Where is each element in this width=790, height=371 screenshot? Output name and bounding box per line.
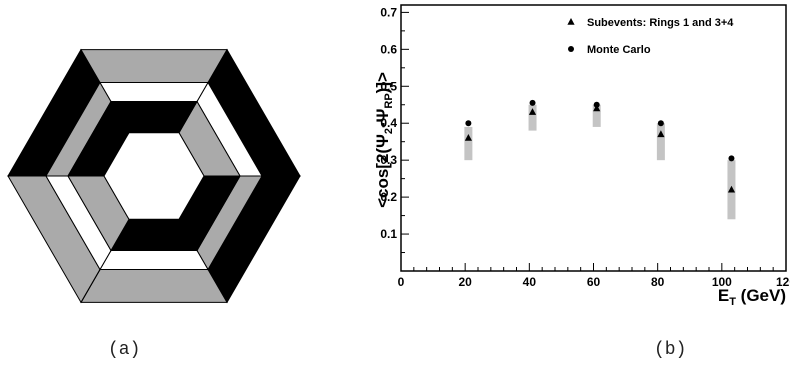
x-tick-label: 20 [458, 275, 472, 289]
data-point-circle [658, 120, 664, 126]
error-band [657, 123, 665, 160]
x-tick-label: 0 [398, 275, 405, 289]
data-point-circle [465, 120, 471, 126]
y-tick-label: 0.1 [380, 227, 397, 241]
caption-b: (b) [654, 340, 686, 360]
detector-segment-outer-top [81, 50, 227, 83]
x-tick-label: 60 [587, 275, 601, 289]
data-point-circle [530, 100, 536, 106]
legend-marker-circle [568, 46, 574, 52]
x-axis-title-units: (GeV) [736, 286, 786, 305]
detector-segment-middle-bottom [100, 251, 208, 270]
x-tick-label: 80 [651, 275, 665, 289]
x-tick-label: 40 [523, 275, 537, 289]
y-tick-label: 0.7 [380, 5, 397, 19]
legend-label-subevents: Subevents: Rings 1 and 3+4 [587, 17, 734, 29]
error-bands [464, 105, 735, 220]
detector-segment-outer-bottom [81, 270, 227, 303]
caption-a: (a) [108, 340, 140, 360]
x-axis-title-main: E [718, 286, 729, 305]
x-axis-title: ET (GeV) [718, 286, 786, 308]
legend: Subevents: Rings 1 and 3+4 Monte Carlo [567, 17, 734, 56]
y-axis-title: <cos[2(Ψ2-ΨRP)]> [373, 72, 395, 208]
data-point-circle [728, 155, 734, 161]
hexagonal-detector-diagram [8, 50, 300, 303]
legend-marker-triangle [567, 18, 574, 25]
error-band [464, 127, 472, 160]
legend-label-monte-carlo: Monte Carlo [587, 44, 651, 56]
detector-segment-middle-top [100, 83, 208, 102]
data-point-circle [594, 102, 600, 108]
y-tick-label: 0.6 [380, 42, 397, 56]
